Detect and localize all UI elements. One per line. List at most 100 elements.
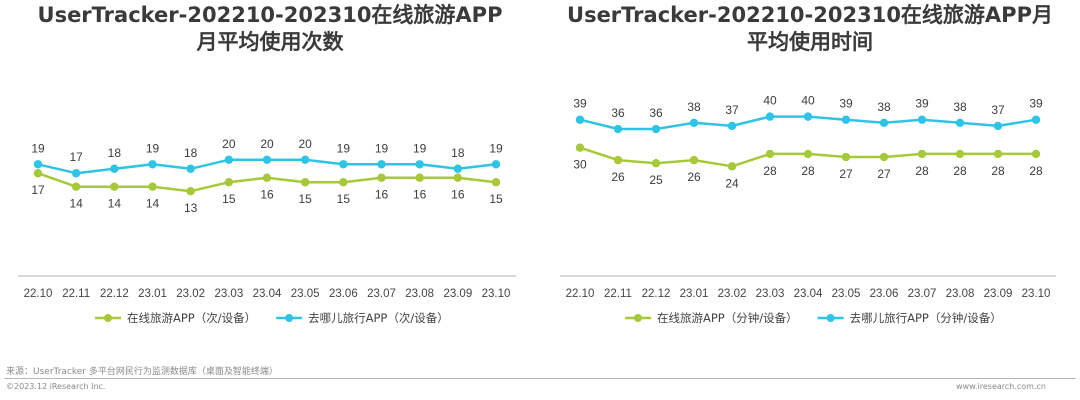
data-label: 19 [31,141,45,155]
x-tick-label: 23.07 [367,288,396,300]
data-label: 18 [184,146,198,160]
x-tick-label: 23.08 [946,288,975,300]
data-label: 37 [725,103,739,117]
x-tick-label: 23.01 [680,288,709,300]
data-point [727,162,737,171]
data-label: 28 [991,164,1005,178]
copyright-text: ©2023.12 iResearch Inc. [6,382,106,391]
data-point [917,149,927,159]
data-point [71,182,81,191]
data-point [33,169,43,178]
data-point [110,164,119,173]
data-point [453,164,463,173]
website-link[interactable]: www.iresearch.com.cn [956,382,1046,391]
chart-title-line-1: UserTracker-202210-202310在线旅游APP [37,3,503,27]
x-tick-label: 22.10 [566,288,595,300]
page-footer: 来源：UserTracker 多平台网民行为监测数据库（桌面及智能终端） ©20… [0,358,1080,400]
x-tick-label: 23.02 [176,288,205,300]
data-label: 38 [687,100,701,114]
data-label: 36 [611,106,625,120]
data-point [300,178,310,187]
data-label: 25 [649,173,663,187]
legend-label: 在线旅游APP（分钟/设备） [657,311,798,325]
data-point [765,149,775,159]
data-label: 28 [1029,164,1043,178]
data-point [262,155,272,164]
data-label: 37 [991,103,1005,117]
x-tick-label: 22.10 [24,288,53,300]
data-point [453,173,463,182]
data-label: 14 [108,197,122,211]
data-label: 16 [375,188,389,202]
legend-swatch-marker [826,314,835,322]
data-label: 36 [649,106,663,120]
data-label: 38 [877,100,891,114]
data-label: 28 [801,164,815,178]
x-tick-label: 22.11 [604,288,632,300]
data-label: 14 [69,197,83,211]
x-tick-label: 23.09 [443,288,472,300]
data-label: 15 [337,192,351,206]
data-point [879,152,889,162]
x-tick-label: 22.11 [62,288,90,300]
x-tick-label: 23.06 [329,288,358,300]
x-tick-label: 23.01 [138,288,167,300]
data-point [110,182,119,191]
data-label: 20 [260,137,274,151]
data-point [377,160,386,169]
chart-title-line-2: 平均使用时间 [747,30,873,54]
data-label: 39 [573,97,587,111]
data-label: 15 [489,192,503,206]
x-tick-label: 23.08 [405,288,434,300]
data-point [339,160,348,169]
data-point [651,159,661,168]
data-label: 18 [451,146,465,160]
data-label: 27 [839,167,853,181]
data-point [224,178,234,187]
chart-title: UserTracker-202210-202310在线旅游APP月 平均使用时间 [550,2,1070,56]
chart-title-line-1: UserTracker-202210-202310在线旅游APP月 [567,3,1053,27]
data-point [491,160,501,169]
data-point [33,160,43,169]
data-point [803,149,813,159]
legend-swatch-marker [104,314,112,322]
data-point [993,149,1003,159]
data-point [765,112,775,121]
data-point [955,118,965,128]
legend-label: 去哪儿旅行APP（次/设备） [308,311,449,325]
data-point [1031,115,1041,124]
data-point [613,155,623,165]
data-label: 38 [953,100,967,114]
data-label: 30 [573,158,587,172]
data-label: 24 [725,176,739,190]
data-point [71,169,81,178]
chart-title-line-2: 月平均使用次数 [196,30,344,54]
data-point [841,115,851,124]
data-label: 19 [375,141,389,155]
data-label: 20 [222,137,236,151]
x-tick-label: 23.04 [794,288,823,300]
data-point [575,115,585,124]
data-point [186,164,195,173]
x-tick-label: 23.04 [253,288,282,300]
data-point [186,187,195,196]
data-label: 28 [915,164,929,178]
data-point [300,155,310,164]
data-label: 15 [222,192,236,206]
data-point [993,121,1003,131]
x-tick-label: 22.12 [100,288,129,300]
x-tick-label: 23.03 [756,288,785,300]
footer-divider [4,378,1076,379]
data-point [689,118,699,128]
data-point [415,173,424,182]
line-chart-usage-count: 22.10 22.11 22.12 23.01 23.02 23.03 23.04 23.05… [18,137,516,325]
data-point [339,178,348,187]
x-tick-label: 23.06 [870,288,899,300]
data-label: 16 [260,188,274,202]
data-point [491,178,501,187]
data-label: 20 [298,137,312,151]
data-point [1031,149,1041,159]
data-point [803,112,813,121]
data-point [879,118,889,128]
line-chart-usage-time: 22.10 22.11 22.12 23.01 23.02 23.03 23.04 23.05… [560,94,1056,325]
